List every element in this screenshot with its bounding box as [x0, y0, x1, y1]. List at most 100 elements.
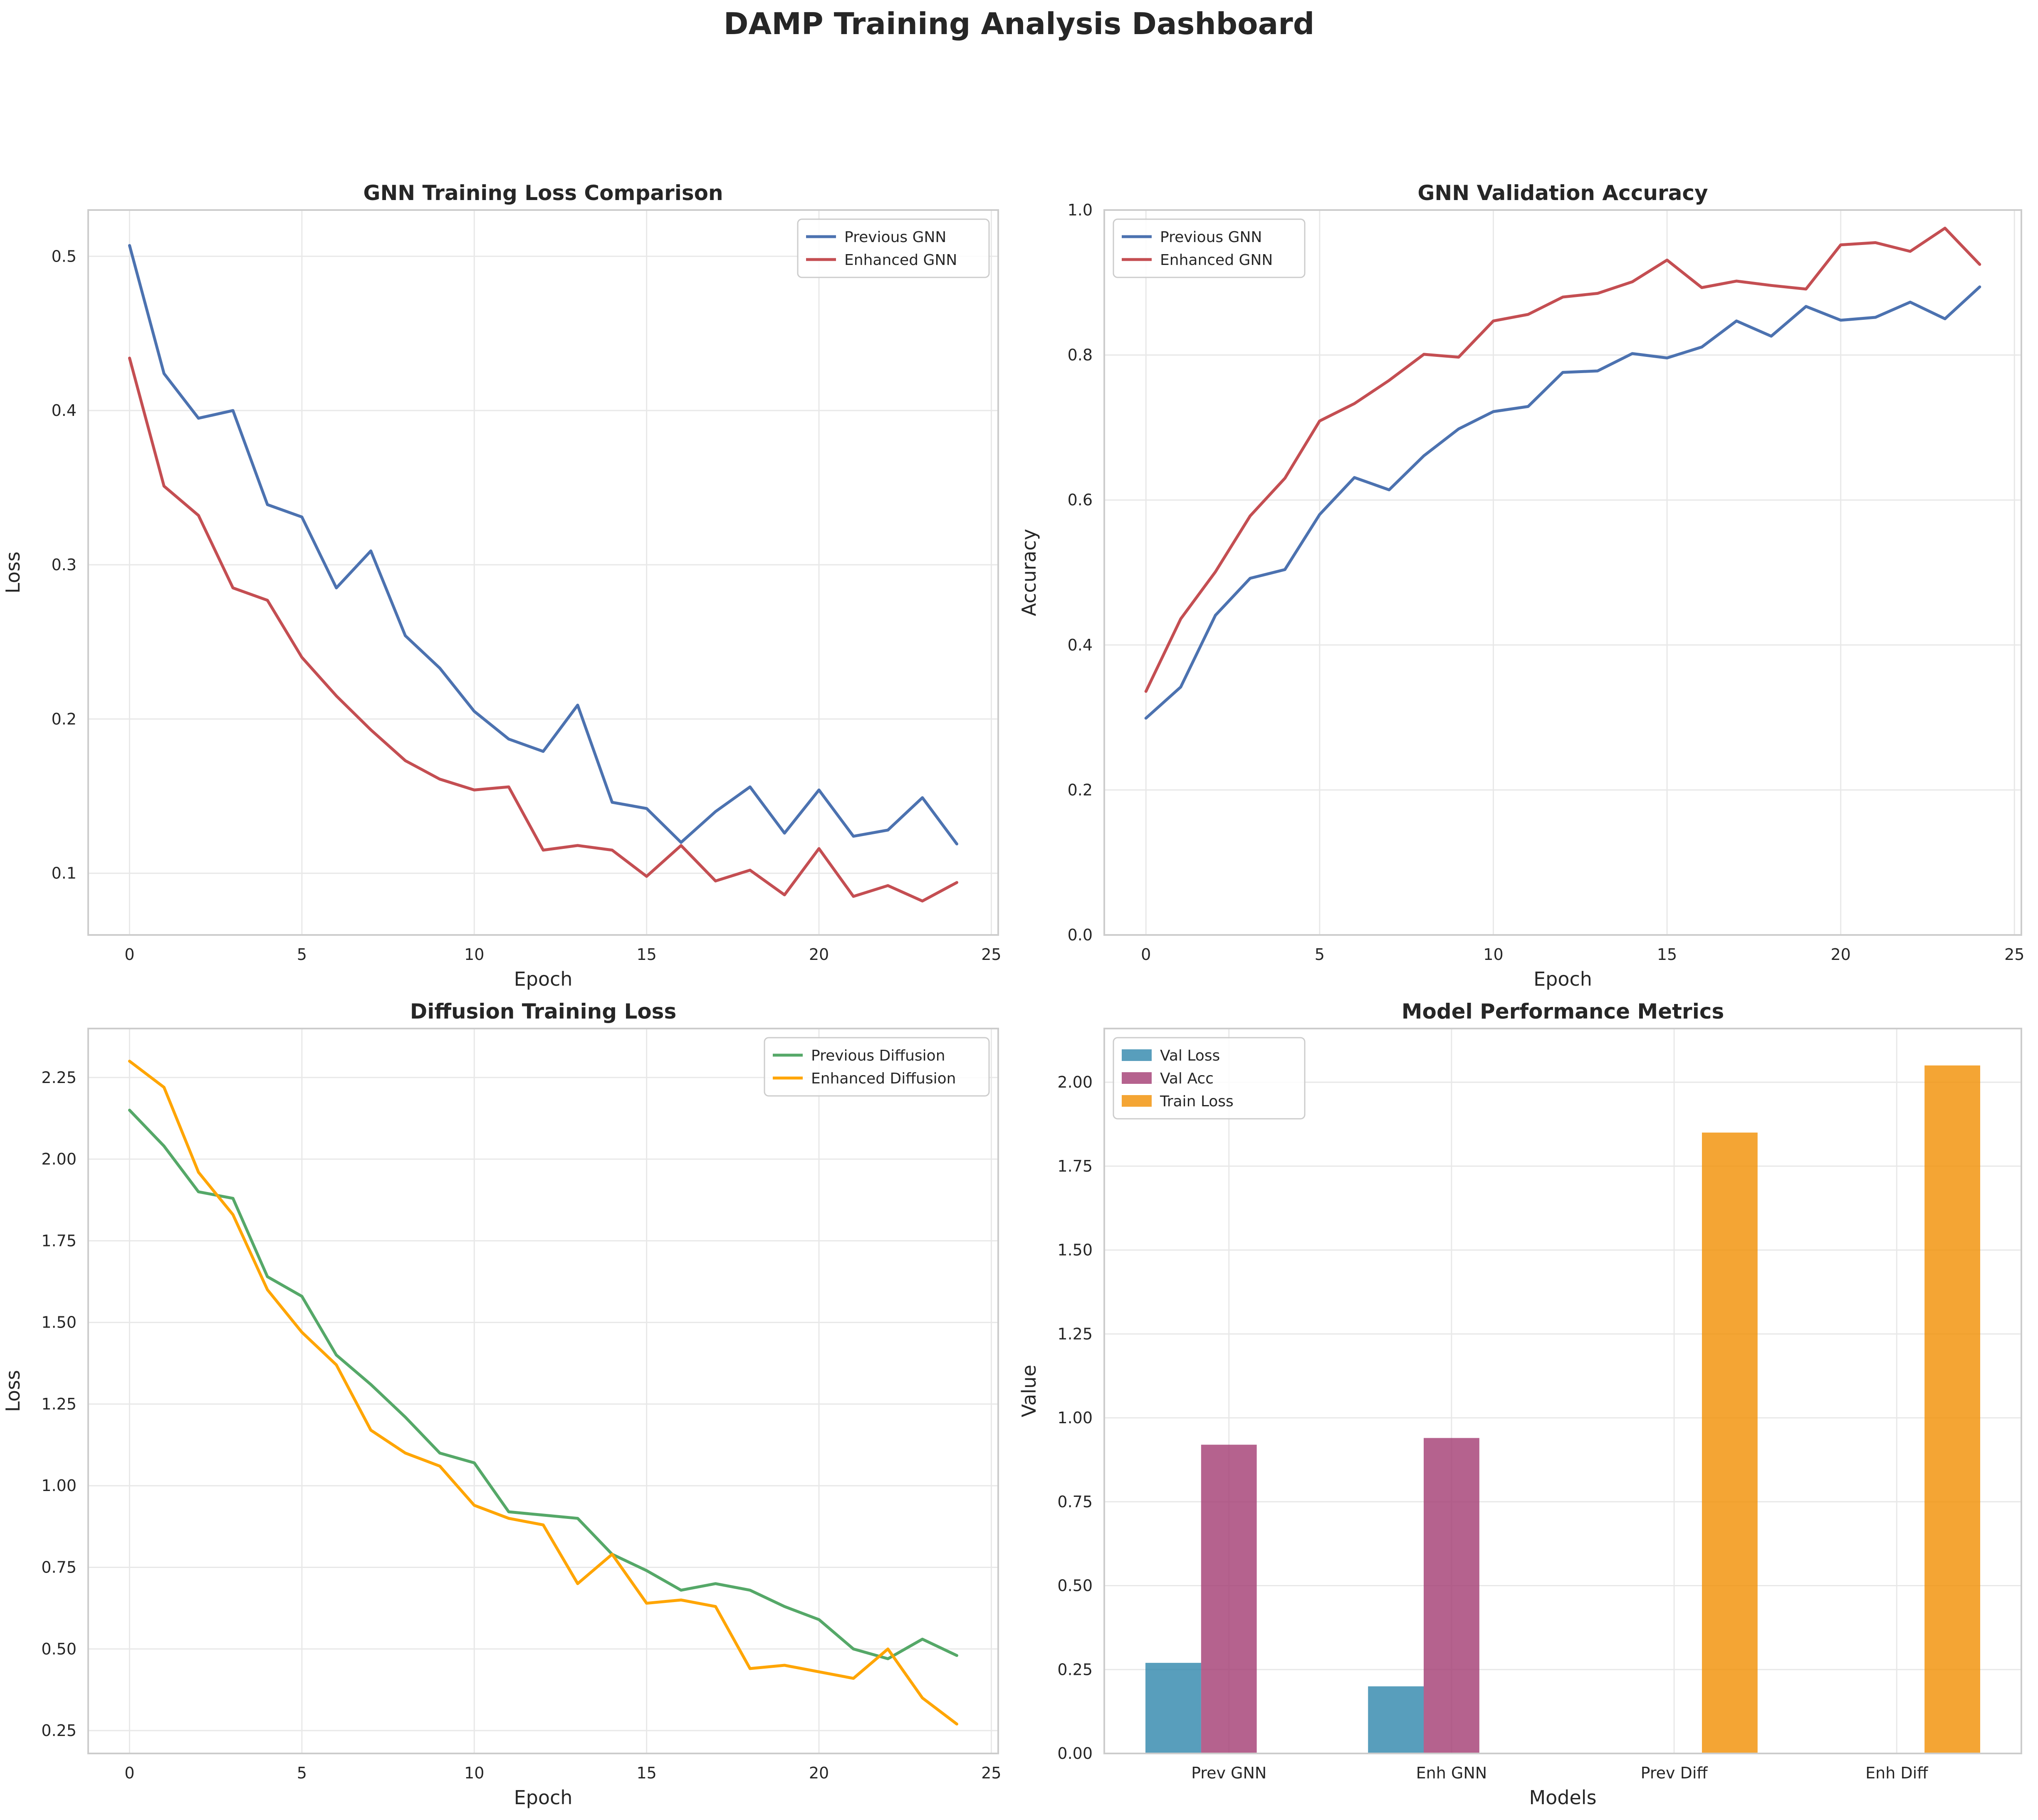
y-tick-label: 0.50	[41, 1640, 77, 1658]
series-line-previous-gnn	[128, 244, 958, 846]
bar-val-acc-enh-gnn	[1424, 1438, 1479, 1753]
plot-area	[1104, 210, 2021, 935]
y-tick-label: 2.00	[1057, 1073, 1093, 1091]
x-tick-label: 25	[981, 945, 1001, 964]
y-axis-label: Loss	[2, 1370, 24, 1412]
series-line-enhanced-gnn	[1144, 227, 1981, 693]
y-tick-label: 0.75	[1057, 1493, 1093, 1511]
legend-box	[797, 218, 990, 278]
y-tick-label: 1.0	[1068, 201, 1093, 219]
y-tick-label: 0.50	[1057, 1577, 1093, 1595]
panel-title: GNN Validation Accuracy	[1417, 181, 1708, 205]
y-tick-label: 1.00	[41, 1476, 77, 1495]
x-tick-label: 10	[1483, 945, 1503, 964]
y-tick-label: 2.25	[41, 1068, 77, 1087]
x-tick-label: 10	[464, 1764, 484, 1782]
y-tick-label: 1.00	[1057, 1409, 1093, 1427]
legend-swatch-val-acc	[1122, 1072, 1152, 1084]
legend: Previous GNN Enhanced GNN	[1113, 218, 1306, 278]
y-tick-label: 0.2	[52, 710, 77, 728]
series-line-previous-gnn	[1144, 285, 1981, 720]
y-tick-label: 1.25	[41, 1395, 77, 1413]
legend-swatch-val-loss	[1122, 1049, 1152, 1061]
legend-label-val-acc: Val Acc	[1160, 1070, 1214, 1087]
y-tick-label: 0.8	[1068, 346, 1093, 364]
y-tick-label: 0.25	[41, 1721, 77, 1740]
y-tick-label: 0.00	[1057, 1744, 1093, 1763]
x-tick-label: 15	[1657, 945, 1677, 964]
y-axis-label: Accuracy	[1018, 529, 1040, 616]
legend-label-previous-gnn: Previous GNN	[844, 229, 946, 246]
x-tick-label: 25	[2004, 945, 2024, 964]
legend-label-enhanced-diffusion: Enhanced Diffusion	[811, 1070, 956, 1087]
x-tick-label: 20	[809, 1764, 829, 1782]
legend-swatch-train-loss	[1122, 1095, 1152, 1107]
panel-title: Diffusion Training Loss	[410, 999, 676, 1024]
y-tick-label: 0.4	[52, 401, 77, 420]
bar-train-loss-prev-diff	[1702, 1133, 1758, 1753]
legend-label-val-loss: Val Loss	[1160, 1047, 1220, 1064]
legend-label-enhanced-gnn: Enhanced GNN	[844, 252, 957, 269]
legend-box	[1113, 1037, 1306, 1120]
series-line-enhanced-diffusion	[128, 1060, 958, 1726]
y-tick-label: 0.5	[52, 247, 77, 265]
plot-area	[88, 210, 998, 935]
x-tick-label: 5	[297, 945, 307, 964]
x-tick-label: 20	[809, 945, 829, 964]
bar-val-loss-prev-gnn	[1145, 1663, 1201, 1753]
legend-label-enhanced-gnn: Enhanced GNN	[1160, 252, 1273, 269]
y-tick-label: 2.00	[41, 1150, 77, 1168]
y-tick-label: 1.25	[1057, 1325, 1093, 1343]
y-tick-label: 1.50	[1057, 1241, 1093, 1259]
bar-val-loss-enh-gnn	[1368, 1686, 1424, 1753]
legend-label-previous-gnn: Previous GNN	[1160, 229, 1262, 246]
legend: Previous Diffusion Enhanced Diffusion	[764, 1037, 990, 1097]
x-tick-label: 15	[636, 1764, 656, 1782]
x-tick-label: Enh Diff	[1865, 1764, 1928, 1782]
y-tick-label: 0.6	[1068, 491, 1093, 509]
axes-frame	[87, 1028, 999, 1754]
x-tick-label: 20	[1831, 945, 1851, 964]
y-tick-label: 0.1	[52, 864, 77, 883]
legend-label-previous-diffusion: Previous Diffusion	[811, 1047, 945, 1064]
x-tick-label: 15	[636, 945, 656, 964]
y-tick-label: 1.75	[41, 1231, 77, 1250]
x-tick-label: Prev Diff	[1641, 1764, 1708, 1782]
axes-frame	[1103, 209, 2022, 936]
axes-frame	[87, 209, 999, 936]
plot-area	[88, 1029, 998, 1753]
dashboard-title: DAMP Training Analysis Dashboard	[724, 6, 1315, 41]
x-tick-label: 0	[124, 945, 134, 964]
x-tick-label: Prev GNN	[1191, 1764, 1266, 1782]
y-tick-label: 1.75	[1057, 1157, 1093, 1175]
legend: Val Loss Val Acc Train Loss	[1113, 1037, 1306, 1120]
x-tick-label: 5	[297, 1764, 307, 1782]
x-tick-label: 5	[1315, 945, 1325, 964]
legend-box	[1113, 218, 1306, 278]
legend: Previous GNN Enhanced GNN	[797, 218, 990, 278]
axes-frame	[1103, 1028, 2022, 1754]
gnn-training-loss-panel: 0 5 10 15 20 25 0.1 0.2 0.3 0.4 0.5 GNN Training Lo…	[2, 181, 1002, 990]
x-tick-label: 10	[464, 945, 484, 964]
series-line-enhanced-gnn	[128, 356, 958, 903]
x-axis-label: Epoch	[514, 1786, 573, 1809]
legend-label-train-loss: Train Loss	[1160, 1093, 1234, 1110]
x-tick-label: 0	[1141, 945, 1151, 964]
y-axis-label: Value	[1018, 1365, 1040, 1417]
panel-title: GNN Training Loss Comparison	[363, 181, 723, 205]
plot-area	[1104, 1029, 2021, 1753]
legend-box	[764, 1037, 990, 1097]
x-axis-label: Models	[1529, 1786, 1596, 1809]
x-axis-label: Epoch	[1533, 968, 1592, 990]
y-tick-label: 0.4	[1068, 636, 1093, 654]
bar-val-acc-prev-gnn	[1201, 1444, 1257, 1753]
panel-title: Model Performance Metrics	[1402, 999, 1724, 1024]
y-tick-label: 0.3	[52, 556, 77, 574]
y-tick-label: 1.50	[41, 1313, 77, 1332]
diffusion-training-loss-panel: 0 5 10 15 20 25 0.25 0.50 0.75 1.00 1.25 1.50 1.75 2.…	[2, 999, 1002, 1809]
y-tick-label: 0.0	[1068, 926, 1093, 944]
gnn-validation-accuracy-panel: 0 5 10 15 20 25 0.0 0.2 0.4 0.6 0.8 1.0 GNN Validati…	[1018, 181, 2024, 990]
model-performance-metrics-panel: Prev GNN Enh GNN Prev Diff Enh Diff 0.00 0.25…	[1018, 999, 2022, 1809]
y-axis-label: Loss	[2, 551, 24, 593]
